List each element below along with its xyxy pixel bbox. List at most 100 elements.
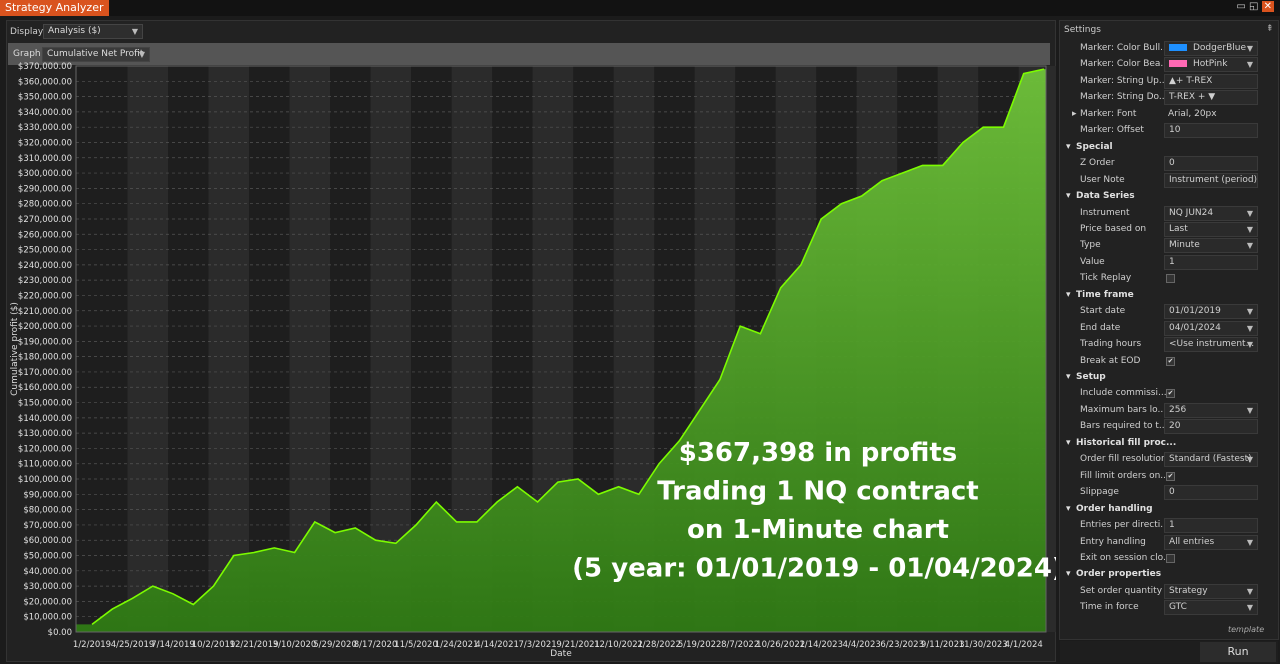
setting-value[interactable]: <Use instrument... ▼ — [1164, 337, 1258, 353]
setting-label: Include commissi... — [1080, 388, 1166, 399]
annotation: $367,398 in profits — [679, 438, 958, 468]
color-swatch — [1169, 60, 1187, 68]
setting-value[interactable]: GTC ▼ — [1164, 600, 1258, 616]
setting-value[interactable]: 256 ▼ — [1164, 402, 1258, 418]
group-header[interactable]: ▾ Order properties — [1060, 566, 1260, 582]
setting-value[interactable]: ▲+ T-REX — [1164, 73, 1258, 89]
setting-label: Marker: Color Bull... — [1080, 43, 1166, 53]
setting-row: Start date 01/01/2019 ▼ — [1060, 303, 1260, 320]
title-bar — [0, 0, 1280, 16]
value-text: 256 — [1169, 404, 1187, 415]
group-header[interactable]: ▾ Historical fill proc... — [1060, 435, 1260, 451]
dropdown-arrow: ▼ — [1246, 340, 1253, 350]
collapse-arrow: ▾ — [1066, 372, 1071, 382]
setting-value[interactable]: 0 — [1164, 485, 1258, 501]
y-tick-label: $300,000.00 — [18, 169, 72, 179]
x-tick-label: 2/28/2022 — [637, 640, 681, 650]
dropdown-arrow: ▼ — [1246, 603, 1253, 613]
y-tick-label: $120,000.00 — [18, 444, 72, 454]
y-tick-label: $200,000.00 — [18, 322, 72, 332]
setting-value[interactable]: T-REX + ▼ — [1164, 90, 1258, 106]
group-header[interactable]: ▾ Order handling — [1060, 501, 1260, 517]
setting-value[interactable]: 20 — [1164, 419, 1258, 435]
setting-row: Break at EOD ✔ — [1060, 353, 1260, 369]
setting-row: Value 1 — [1060, 254, 1260, 270]
setting-value[interactable]: 1 — [1164, 518, 1258, 534]
setting-value[interactable]: 1 — [1164, 254, 1258, 270]
setting-value[interactable]: 10 — [1164, 123, 1258, 139]
value-text: Strategy — [1169, 585, 1208, 596]
background-stripe — [127, 66, 169, 632]
dropdown-arrow: ▼ — [1246, 455, 1253, 465]
graph-select[interactable]: Cumulative Net Profit ▼ — [42, 47, 150, 62]
x-tick-label: 12/21/2019 — [230, 640, 279, 650]
setting-value[interactable]: DodgerBlue ▼ — [1164, 41, 1258, 56]
y-tick-label: $260,000.00 — [18, 230, 72, 240]
value-text: 1 — [1169, 520, 1175, 531]
y-tick-label: $50,000.00 — [23, 552, 72, 562]
y-tick-label: $110,000.00 — [18, 460, 72, 470]
display-label: Display — [10, 27, 44, 37]
setting-row: Marker: Color Bea... HotPink ▼ — [1060, 56, 1260, 73]
setting-label: Trading hours — [1080, 339, 1142, 350]
checkbox[interactable] — [1166, 274, 1175, 284]
window-controls[interactable]: ▭ ◱ ✕ — [1236, 1, 1274, 12]
setting-value[interactable]: Arial, 20px — [1168, 106, 1258, 122]
checkbox[interactable]: ✔ — [1166, 356, 1175, 366]
setting-label: Order fill resolution — [1080, 454, 1166, 465]
y-axis-label: Cumulative profit ($) — [10, 302, 20, 396]
value-text: <Use instrument... — [1169, 339, 1255, 350]
display-select[interactable]: Analysis ($) ▼ — [43, 24, 143, 39]
chart: Cumulative profit ($) Date $0.00 $10,000.… — [10, 62, 1056, 659]
checkbox[interactable] — [1166, 553, 1175, 563]
checkbox[interactable]: ✔ — [1166, 389, 1175, 399]
setting-value[interactable]: NQ JUN24 ▼ — [1164, 205, 1258, 221]
setting-value[interactable]: Last ▼ — [1164, 221, 1258, 237]
setting-value[interactable]: HotPink ▼ — [1164, 57, 1258, 73]
setting-value[interactable]: Strategy ▼ — [1164, 583, 1258, 599]
group-header[interactable]: ▾ Special — [1060, 139, 1260, 155]
y-tick-label: $30,000.00 — [23, 582, 72, 592]
setting-value[interactable]: Minute ▼ — [1164, 238, 1258, 254]
group-header[interactable]: ▾ Time frame — [1060, 287, 1260, 303]
group-header[interactable]: ▾ Data Series — [1060, 188, 1260, 204]
graph-value: Cumulative Net Profit — [47, 49, 144, 59]
setting-label: Set order quantity — [1080, 585, 1163, 596]
setting-value[interactable]: All entries ▼ — [1164, 534, 1258, 550]
setting-value[interactable]: 01/01/2019 ▼ — [1164, 304, 1258, 320]
group-header[interactable]: ▾ Setup — [1060, 369, 1260, 385]
value-text: Last — [1169, 223, 1188, 234]
dropdown-arrow: ▼ — [1246, 323, 1253, 333]
value-text: DodgerBlue — [1193, 43, 1247, 53]
y-tick-label: $0.00 — [48, 628, 72, 638]
checkbox[interactable]: ✔ — [1166, 471, 1175, 481]
y-tick-label: $350,000.00 — [18, 93, 72, 103]
settings-list: Marker: Color Bull... DodgerBlue ▼ Marker: … — [1060, 40, 1270, 640]
setting-label: Marker: String Do... — [1080, 92, 1166, 103]
y-tick-label: $90,000.00 — [23, 490, 72, 500]
dropdown-arrow: ▼ — [1246, 224, 1253, 234]
setting-row: Time in force GTC ▼ — [1060, 599, 1260, 616]
setting-value[interactable]: 04/01/2024 ▼ — [1164, 320, 1258, 336]
run-button[interactable]: Run — [1200, 642, 1276, 662]
setting-value[interactable]: 0 — [1164, 156, 1258, 172]
group-name: Order handling — [1076, 503, 1153, 514]
setting-value[interactable]: Instrument (period) — [1164, 172, 1258, 188]
template-link[interactable]: template — [1228, 625, 1265, 634]
setting-row: Trading hours <Use instrument... ▼ — [1060, 336, 1260, 353]
x-tick-label: 1/2/2019 — [73, 640, 111, 650]
value-text: NQ JUN24 — [1169, 207, 1214, 218]
setting-row: Marker: Font Arial, 20px ▸ — [1060, 106, 1260, 122]
y-tick-label: $20,000.00 — [23, 597, 72, 607]
group-name: Data Series — [1076, 191, 1135, 202]
x-tick-label: 8/7/2022 — [721, 640, 759, 650]
settings-title: Settings — [1064, 25, 1101, 35]
setting-value[interactable]: Standard (Fastest) ▼ — [1164, 452, 1258, 468]
setting-row: Fill limit orders on... ✔ — [1060, 468, 1260, 484]
x-tick-label: 10/2/2019 — [192, 640, 236, 650]
x-tick-label: 4/25/2019 — [111, 640, 155, 650]
area — [76, 69, 1046, 633]
dropdown-arrow: ▼ — [1246, 537, 1253, 547]
setting-row: Marker: String Up... ▲+ T-REX — [1060, 73, 1260, 89]
pin-icon[interactable]: ⇞ — [1266, 24, 1274, 34]
